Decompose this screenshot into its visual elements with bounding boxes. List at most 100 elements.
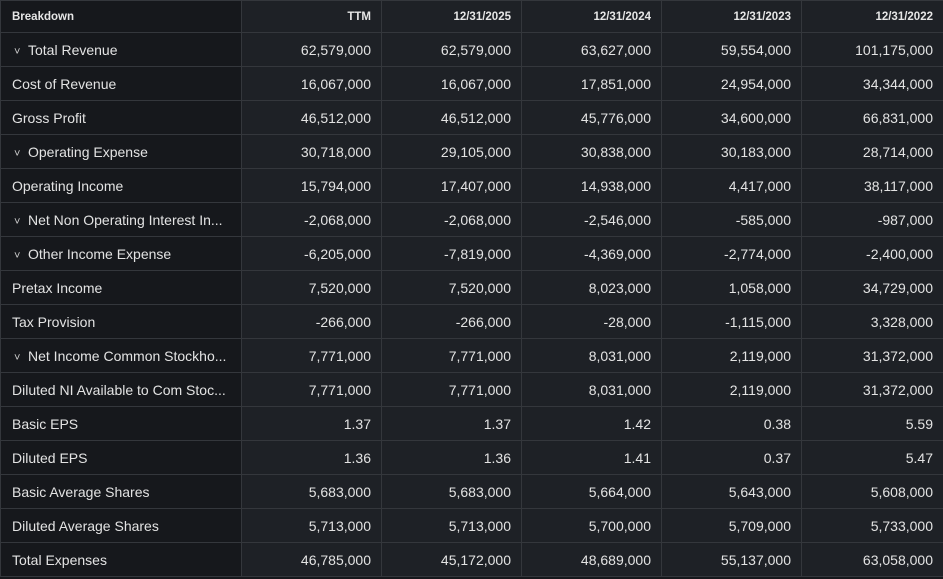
row-label-cell[interactable]: ˅ Other Income Expense (0, 236, 242, 271)
value-cell: 38,117,000 (801, 168, 943, 203)
row-label-cell: Total Expenses (0, 542, 242, 577)
row-label: Total Revenue (28, 41, 118, 58)
value-cell: 63,627,000 (521, 32, 662, 67)
row-label-cell: Operating Income (0, 168, 242, 203)
row-label: Tax Provision (12, 313, 96, 330)
value-cell: 59,554,000 (661, 32, 802, 67)
value-cell: 5,733,000 (801, 508, 943, 543)
row-label-cell: Diluted EPS (0, 440, 242, 475)
value-cell: 5,713,000 (381, 508, 522, 543)
value-cell: 8,023,000 (521, 270, 662, 305)
value-cell: 5,683,000 (241, 474, 382, 509)
value-cell: 30,838,000 (521, 134, 662, 169)
value-cell: 16,067,000 (241, 66, 382, 101)
value-cell: 34,344,000 (801, 66, 943, 101)
table-row: Cost of Revenue 16,067,000 16,067,000 17,85… (0, 66, 943, 101)
row-label-cell[interactable]: ˅ Total Revenue (0, 32, 242, 67)
value-cell: 8,031,000 (521, 338, 662, 373)
value-cell: 29,105,000 (381, 134, 522, 169)
value-cell: -2,068,000 (241, 202, 382, 237)
row-label-cell[interactable]: ˅ Net Income Common Stockho... (0, 338, 242, 373)
value-cell: 55,137,000 (661, 542, 802, 577)
value-cell: 5.47 (801, 440, 943, 475)
value-cell: 7,520,000 (381, 270, 522, 305)
row-label: Pretax Income (12, 279, 103, 296)
chevron-down-icon[interactable]: ˅ (14, 215, 21, 228)
row-label: Other Income Expense (28, 245, 172, 262)
chevron-down-icon[interactable]: ˅ (14, 351, 21, 364)
value-cell: 7,771,000 (381, 372, 522, 407)
value-cell: -28,000 (521, 304, 662, 339)
table-row[interactable]: ˅ Total Revenue 62,579,000 62,579,000 63,627… (0, 32, 943, 67)
value-cell: -1,115,000 (661, 304, 802, 339)
header-column: 12/31/2024 (521, 0, 662, 33)
value-cell: 15,794,000 (241, 168, 382, 203)
value-cell: 17,407,000 (381, 168, 522, 203)
value-cell: 31,372,000 (801, 372, 943, 407)
header-column: 12/31/2023 (661, 0, 802, 33)
row-label: Total Expenses (12, 551, 107, 568)
value-cell: -2,400,000 (801, 236, 943, 271)
value-cell: -4,369,000 (521, 236, 662, 271)
value-cell: -987,000 (801, 202, 943, 237)
table-row: Total Expenses 46,785,000 45,172,000 48,689… (0, 542, 943, 577)
row-label: Gross Profit (12, 109, 86, 126)
value-cell: 101,175,000 (801, 32, 943, 67)
value-cell: 34,600,000 (661, 100, 802, 135)
value-cell: 5.59 (801, 406, 943, 441)
row-label: Basic EPS (12, 415, 79, 432)
value-cell: 34,729,000 (801, 270, 943, 305)
row-label: Diluted Average Shares (12, 517, 159, 534)
value-cell: 45,776,000 (521, 100, 662, 135)
table-row: Diluted Average Shares 5,713,000 5,713,000… (0, 508, 943, 543)
row-label-cell[interactable]: ˅ Operating Expense (0, 134, 242, 169)
value-cell: 1,058,000 (661, 270, 802, 305)
value-cell: -2,546,000 (521, 202, 662, 237)
value-cell: 62,579,000 (241, 32, 382, 67)
value-cell: 5,713,000 (241, 508, 382, 543)
value-cell: 1.37 (241, 406, 382, 441)
row-label-cell: Tax Provision (0, 304, 242, 339)
chevron-down-icon[interactable]: ˅ (14, 249, 21, 262)
value-cell: 7,520,000 (241, 270, 382, 305)
value-cell: 2,119,000 (661, 338, 802, 373)
table-row[interactable]: ˅ Net Non Operating Interest In... -2,068,… (0, 202, 943, 237)
value-cell: 46,785,000 (241, 542, 382, 577)
row-label: Operating Expense (28, 143, 148, 160)
value-cell: 1.41 (521, 440, 662, 475)
value-cell: 30,718,000 (241, 134, 382, 169)
chevron-down-icon[interactable]: ˅ (14, 147, 21, 160)
row-label-cell: Diluted NI Available to Com Stoc... (0, 372, 242, 407)
value-cell: 7,771,000 (241, 338, 382, 373)
row-label: Net Non Operating Interest In... (28, 211, 223, 228)
value-cell: 5,700,000 (521, 508, 662, 543)
value-cell: 45,172,000 (381, 542, 522, 577)
value-cell: 48,689,000 (521, 542, 662, 577)
value-cell: 4,417,000 (661, 168, 802, 203)
table-row: Diluted EPS 1.36 1.36 1.41 0.37 5.47 (0, 440, 943, 475)
value-cell: 28,714,000 (801, 134, 943, 169)
value-cell: -2,068,000 (381, 202, 522, 237)
chevron-down-icon[interactable]: ˅ (14, 45, 21, 58)
row-label: Net Income Common Stockho... (28, 347, 227, 364)
table-row: Operating Income 15,794,000 17,407,000 14,9… (0, 168, 943, 203)
table-row: Tax Provision -266,000 -266,000 -28,000 -1,1… (0, 304, 943, 339)
value-cell: 0.38 (661, 406, 802, 441)
row-label: Diluted NI Available to Com Stoc... (12, 381, 226, 398)
row-label-cell: Cost of Revenue (0, 66, 242, 101)
table-row[interactable]: ˅ Other Income Expense -6,205,000 -7,819,00… (0, 236, 943, 271)
row-label-cell[interactable]: ˅ Net Non Operating Interest In... (0, 202, 242, 237)
table-row[interactable]: ˅ Net Income Common Stockho... 7,771,000 7,… (0, 338, 943, 373)
value-cell: 5,608,000 (801, 474, 943, 509)
header-column: 12/31/2025 (381, 0, 522, 33)
value-cell: 63,058,000 (801, 542, 943, 577)
row-label-cell: Gross Profit (0, 100, 242, 135)
value-cell: 0.37 (661, 440, 802, 475)
table-row[interactable]: ˅ Operating Expense 30,718,000 29,105,000 30… (0, 134, 943, 169)
value-cell: 1.36 (381, 440, 522, 475)
value-cell: 46,512,000 (381, 100, 522, 135)
value-cell: 7,771,000 (241, 372, 382, 407)
value-cell: 1.37 (381, 406, 522, 441)
value-cell: 16,067,000 (381, 66, 522, 101)
value-cell: 46,512,000 (241, 100, 382, 135)
